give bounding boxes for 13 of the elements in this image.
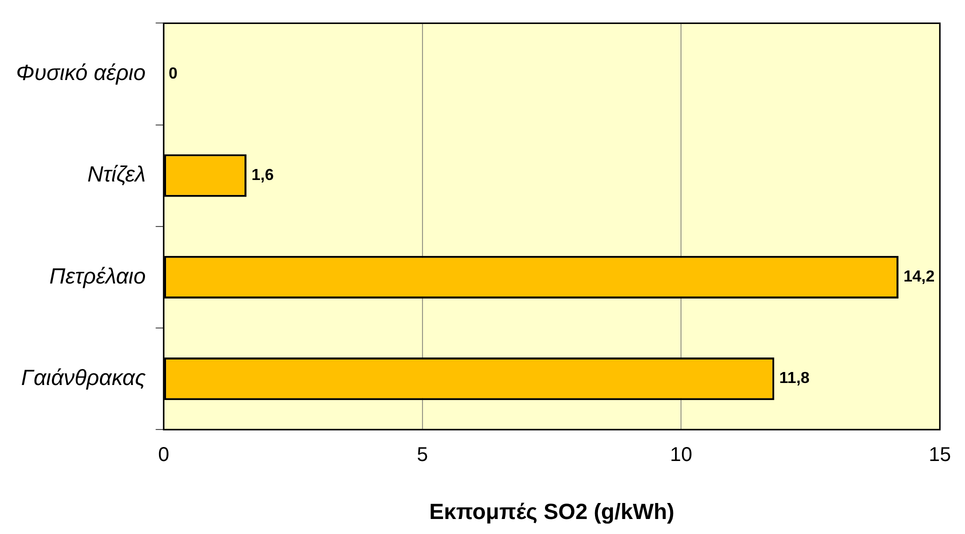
y-tick-label: Πετρέλαιο [49, 263, 146, 288]
x-tick-label: 0 [158, 444, 170, 466]
data-label: 14,2 [903, 268, 935, 286]
data-label: 11,8 [779, 370, 810, 388]
x-tick-label: 15 [928, 444, 951, 466]
x-tick-label: 5 [416, 444, 428, 466]
data-label: 1,6 [251, 167, 274, 184]
data-label: 0 [168, 65, 178, 82]
y-tick-label: Ντίζελ [87, 162, 146, 187]
y-tick-label: Φυσικό αέριο [16, 60, 146, 86]
x-tick-label: 10 [670, 444, 692, 466]
x-axis-title: Εκπομπές SO2 (g/kWh) [429, 498, 674, 524]
y-tick-label: Γαιάνθρακας [21, 364, 146, 390]
